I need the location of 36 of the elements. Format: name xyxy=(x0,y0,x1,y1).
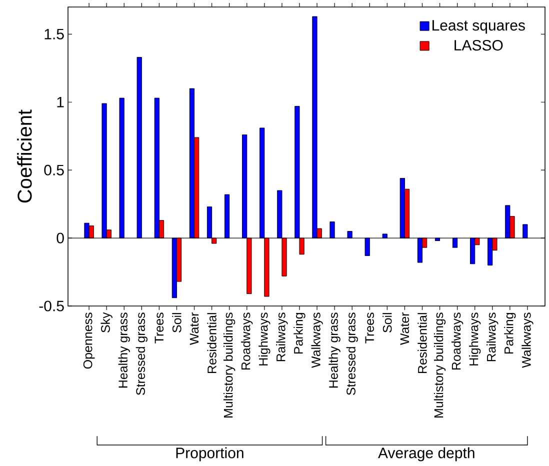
x-tick-label: Water xyxy=(400,312,410,346)
legend-label: Least squares xyxy=(432,20,525,34)
x-tick-label: Roadways xyxy=(241,312,253,370)
x-tick-label: Healthy grass xyxy=(118,312,130,388)
x-tick-label: Walkways xyxy=(522,312,534,368)
x-tick-label: Walkways xyxy=(311,312,323,368)
text: Proportion xyxy=(176,447,244,462)
x-tick-label: Healthy grass xyxy=(328,312,340,388)
y-axis-title: Coefficient xyxy=(17,110,32,203)
x-tick-label: Residential xyxy=(418,313,427,374)
x-tick-label: Sky xyxy=(100,312,112,332)
y-tick-label: 1 xyxy=(57,96,64,108)
x-tick-label: Trees xyxy=(154,312,164,344)
x-tick-label: Railways xyxy=(276,312,288,362)
x-tick-label: Roadways xyxy=(451,312,464,370)
x-tick-label: Soil xyxy=(382,313,392,332)
y-tick-label: 0 xyxy=(56,232,64,244)
x-tick-label: Highways xyxy=(469,312,481,366)
y-tick-label: 1.5 xyxy=(44,28,64,40)
x-tick-label: Railways xyxy=(486,312,498,362)
legend-label: LASSO xyxy=(454,40,503,51)
text: Average depth xyxy=(378,447,474,462)
y-tick-label: 0.5 xyxy=(44,164,64,176)
x-tick-label: Multistory buildings xyxy=(434,312,446,418)
y-tick-label: -0.5 xyxy=(39,300,64,312)
x-tick-label: Stressed grass xyxy=(346,312,358,396)
x-tick-label: Water xyxy=(190,312,199,346)
x-tick-label: Stressed grass xyxy=(136,312,148,396)
x-tick-label: Highways xyxy=(258,312,270,366)
x-tick-label: Residential xyxy=(207,313,216,374)
x-tick-label: Trees xyxy=(365,312,374,344)
x-tick-label: Multistory buildings xyxy=(224,312,236,418)
x-tick-label: Parking xyxy=(504,313,516,354)
x-tick-label: Soil xyxy=(172,313,182,332)
x-tick-label: Openness xyxy=(83,312,95,369)
x-tick-label: Parking xyxy=(294,313,306,354)
